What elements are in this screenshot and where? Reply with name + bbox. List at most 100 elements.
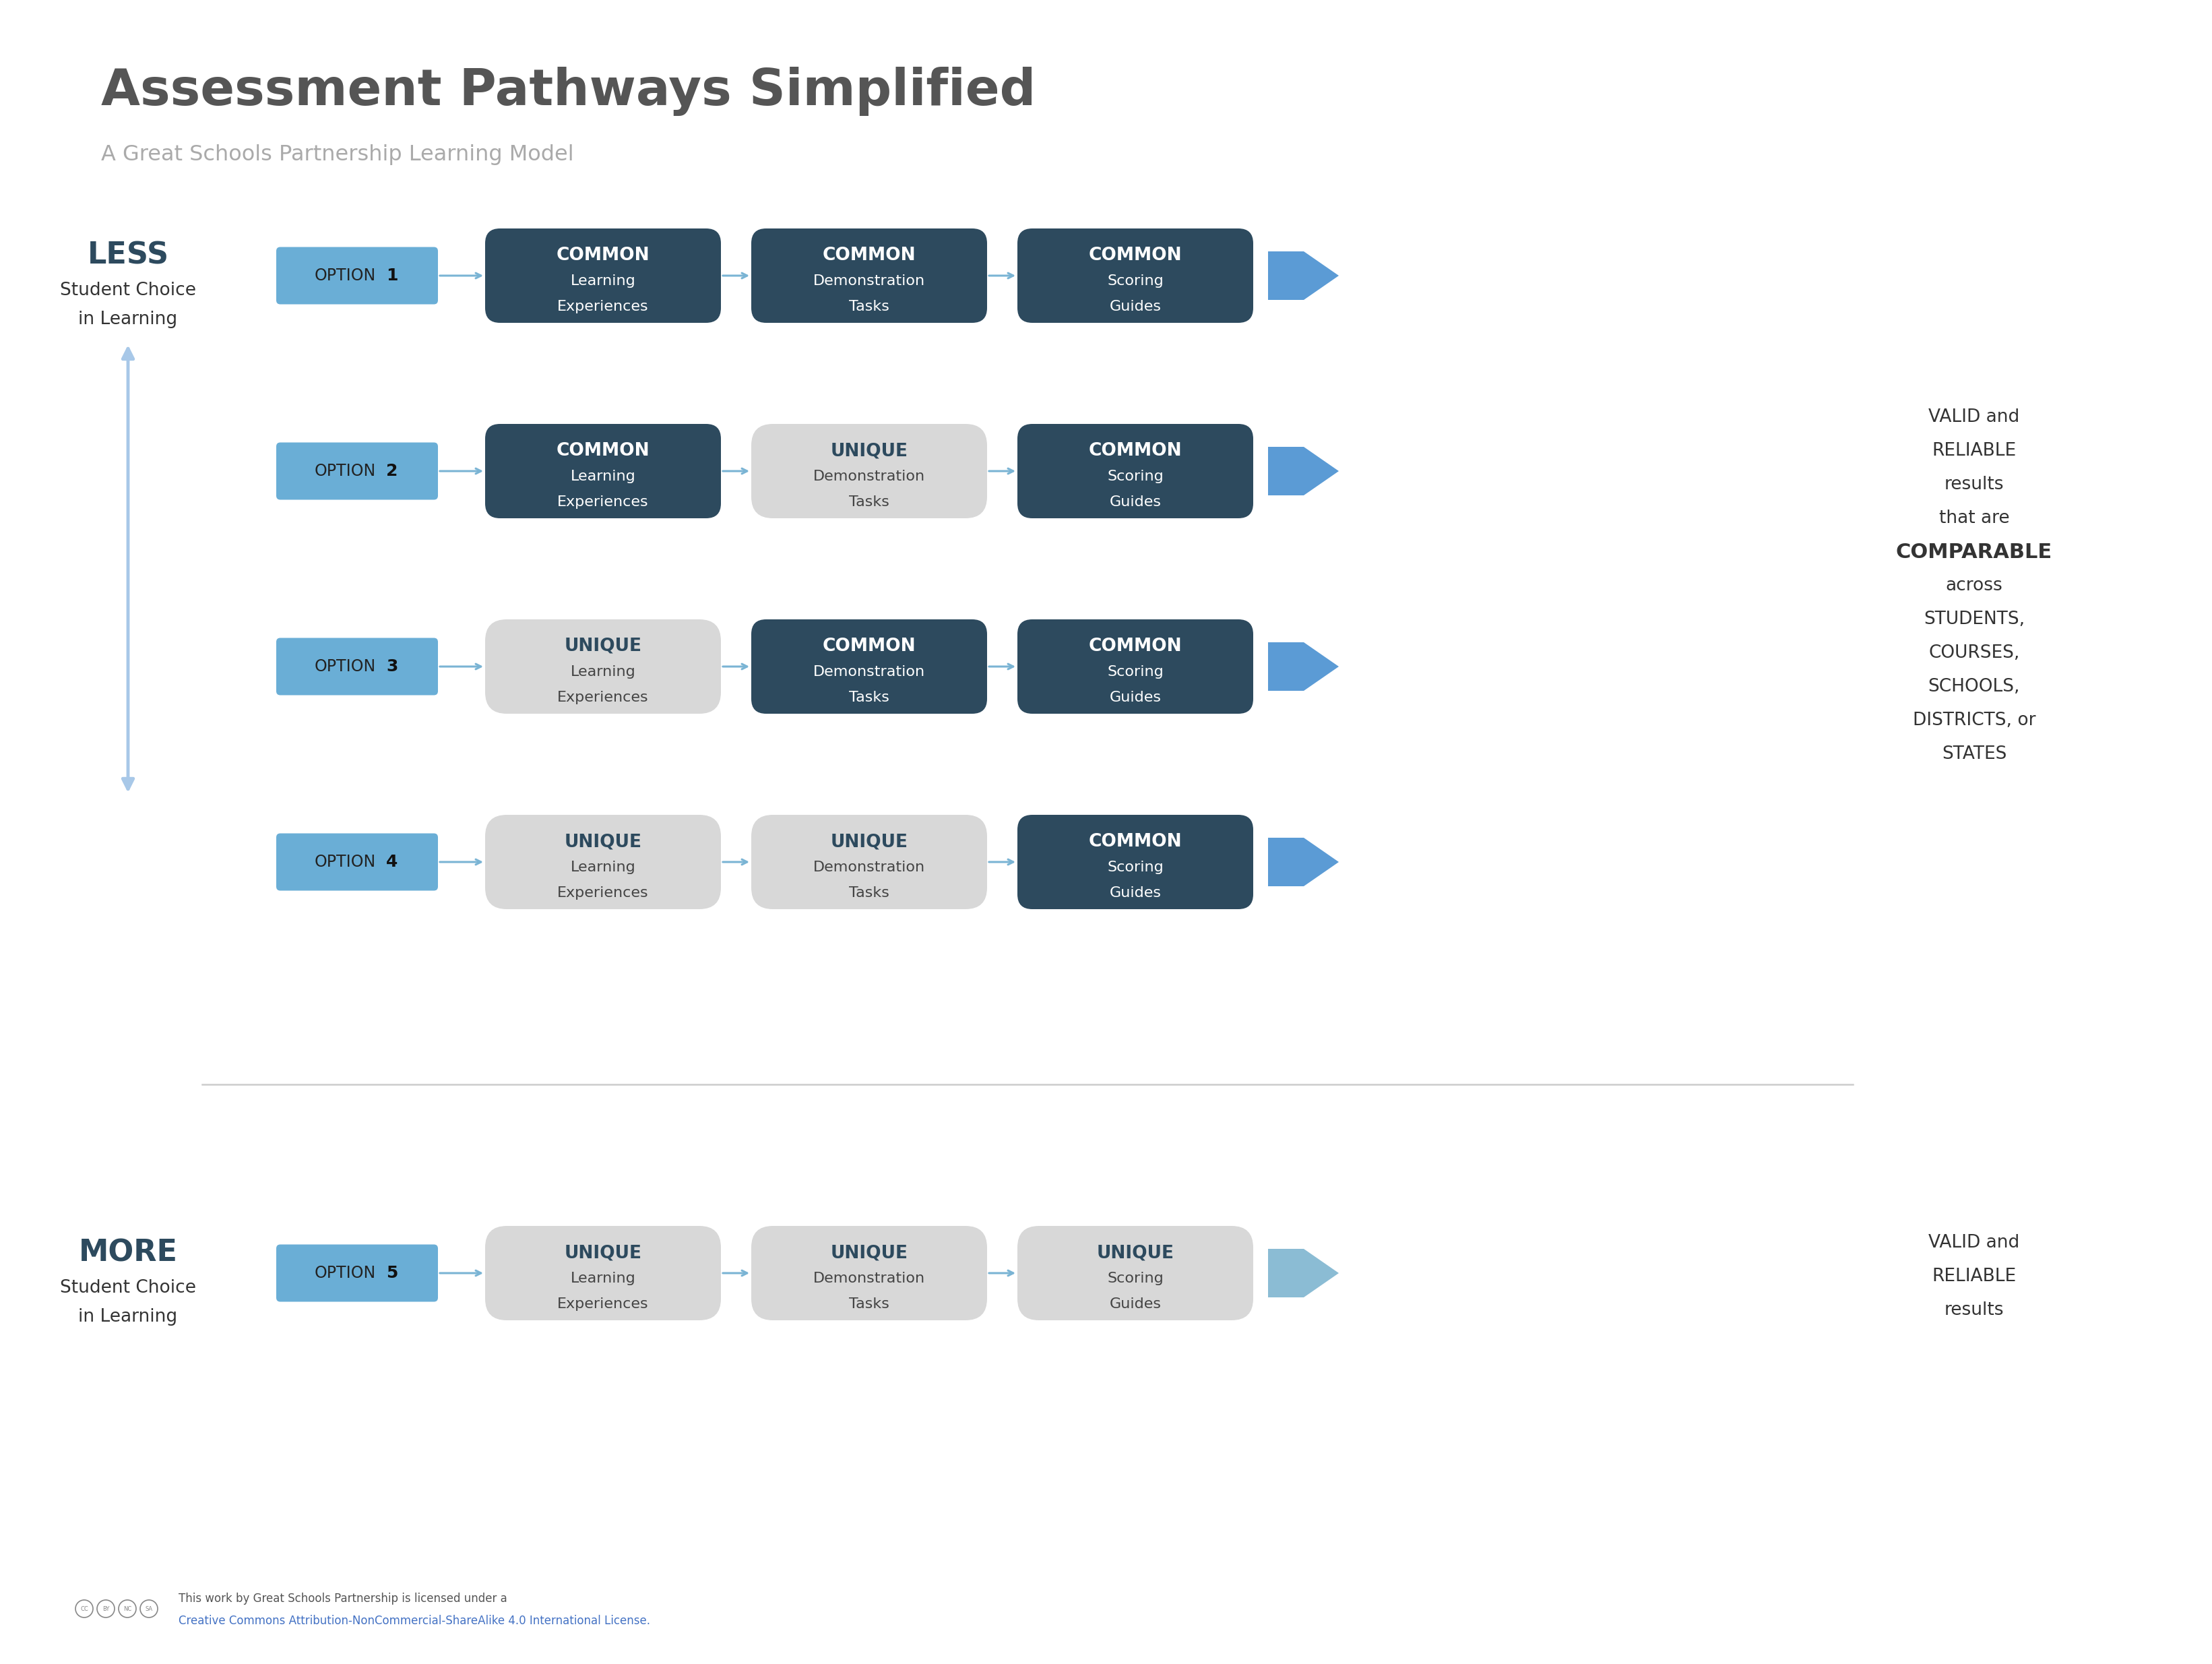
- Text: OPTION: OPTION: [314, 268, 376, 285]
- FancyBboxPatch shape: [1018, 228, 1254, 323]
- Text: Creative Commons Attribution-NonCommercial-ShareAlike 4.0 International License.: Creative Commons Attribution-NonCommerci…: [179, 1614, 650, 1627]
- Text: Student Choice: Student Choice: [60, 281, 197, 300]
- Text: that are: that are: [1940, 509, 2008, 527]
- Text: COMMON: COMMON: [557, 443, 650, 459]
- Text: RELIABLE: RELIABLE: [1931, 1268, 2017, 1285]
- Text: COMMON: COMMON: [1088, 834, 1181, 850]
- Text: COURSES,: COURSES,: [1929, 644, 2020, 662]
- Text: Tasks: Tasks: [849, 1298, 889, 1311]
- Text: COMPARABLE: COMPARABLE: [1896, 542, 2053, 562]
- Text: in Learning: in Learning: [77, 311, 177, 328]
- Text: OPTION: OPTION: [314, 854, 376, 870]
- Text: 5: 5: [387, 1265, 398, 1281]
- Text: UNIQUE: UNIQUE: [564, 834, 641, 850]
- Text: VALID and: VALID and: [1929, 1235, 2020, 1251]
- FancyBboxPatch shape: [1018, 815, 1254, 909]
- FancyBboxPatch shape: [484, 424, 721, 518]
- Text: Demonstration: Demonstration: [814, 469, 925, 483]
- Text: Tasks: Tasks: [849, 691, 889, 704]
- Text: BY: BY: [102, 1606, 108, 1612]
- FancyBboxPatch shape: [276, 637, 438, 696]
- Text: MORE: MORE: [77, 1238, 177, 1268]
- Text: Scoring: Scoring: [1106, 469, 1164, 483]
- Text: A Great Schools Partnership Learning Model: A Great Schools Partnership Learning Mod…: [102, 145, 573, 165]
- Text: in Learning: in Learning: [77, 1308, 177, 1326]
- Text: Learning: Learning: [571, 860, 635, 874]
- FancyBboxPatch shape: [752, 424, 987, 518]
- Text: OPTION: OPTION: [314, 1265, 376, 1281]
- Text: UNIQUE: UNIQUE: [564, 637, 641, 656]
- FancyBboxPatch shape: [752, 228, 987, 323]
- FancyBboxPatch shape: [752, 815, 987, 909]
- Text: Experiences: Experiences: [557, 691, 648, 704]
- Text: CC: CC: [80, 1606, 88, 1612]
- FancyBboxPatch shape: [484, 815, 721, 909]
- FancyBboxPatch shape: [484, 619, 721, 714]
- Text: 1: 1: [387, 268, 398, 285]
- Text: Guides: Guides: [1110, 887, 1161, 900]
- Text: results: results: [1944, 1301, 2004, 1320]
- Text: COMMON: COMMON: [1088, 246, 1181, 265]
- Text: Student Choice: Student Choice: [60, 1280, 197, 1296]
- Text: 4: 4: [387, 854, 398, 870]
- Text: Assessment Pathways Simplified: Assessment Pathways Simplified: [102, 67, 1035, 116]
- Text: Guides: Guides: [1110, 496, 1161, 509]
- Text: RELIABLE: RELIABLE: [1931, 443, 2017, 459]
- Polygon shape: [1267, 448, 1338, 496]
- Text: OPTION: OPTION: [314, 659, 376, 674]
- FancyBboxPatch shape: [276, 834, 438, 890]
- Text: SCHOOLS,: SCHOOLS,: [1929, 677, 2020, 696]
- Polygon shape: [1267, 251, 1338, 300]
- Text: OPTION: OPTION: [314, 463, 376, 479]
- Text: Scoring: Scoring: [1106, 666, 1164, 679]
- Text: Tasks: Tasks: [849, 496, 889, 509]
- Text: Guides: Guides: [1110, 1298, 1161, 1311]
- FancyBboxPatch shape: [276, 443, 438, 499]
- FancyBboxPatch shape: [484, 1226, 721, 1320]
- Text: COMMON: COMMON: [557, 246, 650, 265]
- FancyBboxPatch shape: [484, 228, 721, 323]
- Text: UNIQUE: UNIQUE: [830, 443, 907, 459]
- Text: COMMON: COMMON: [823, 246, 916, 265]
- Text: Experiences: Experiences: [557, 887, 648, 900]
- Polygon shape: [1267, 642, 1338, 691]
- FancyBboxPatch shape: [1018, 424, 1254, 518]
- Text: Demonstration: Demonstration: [814, 1271, 925, 1285]
- FancyBboxPatch shape: [752, 1226, 987, 1320]
- Text: Scoring: Scoring: [1106, 860, 1164, 874]
- Text: Demonstration: Demonstration: [814, 275, 925, 288]
- Text: STUDENTS,: STUDENTS,: [1924, 611, 2024, 627]
- Text: results: results: [1944, 476, 2004, 493]
- Text: Learning: Learning: [571, 469, 635, 483]
- Text: STATES: STATES: [1942, 745, 2006, 762]
- FancyBboxPatch shape: [1018, 1226, 1254, 1320]
- Text: UNIQUE: UNIQUE: [830, 1245, 907, 1261]
- Text: Experiences: Experiences: [557, 300, 648, 313]
- FancyBboxPatch shape: [752, 619, 987, 714]
- Text: Guides: Guides: [1110, 300, 1161, 313]
- Text: UNIQUE: UNIQUE: [1097, 1245, 1175, 1261]
- Text: LESS: LESS: [86, 241, 168, 270]
- Text: Tasks: Tasks: [849, 887, 889, 900]
- Text: Learning: Learning: [571, 275, 635, 288]
- Text: COMMON: COMMON: [823, 637, 916, 656]
- Text: across: across: [1947, 577, 2002, 594]
- Text: DISTRICTS, or: DISTRICTS, or: [1913, 712, 2035, 729]
- Text: Learning: Learning: [571, 1271, 635, 1285]
- Text: NC: NC: [124, 1606, 131, 1612]
- Text: UNIQUE: UNIQUE: [564, 1245, 641, 1261]
- Text: Experiences: Experiences: [557, 496, 648, 509]
- Text: Scoring: Scoring: [1106, 275, 1164, 288]
- Text: COMMON: COMMON: [1088, 637, 1181, 656]
- Text: Guides: Guides: [1110, 691, 1161, 704]
- Text: SA: SA: [146, 1606, 153, 1612]
- Text: Demonstration: Demonstration: [814, 666, 925, 679]
- Text: 2: 2: [387, 463, 398, 479]
- Text: UNIQUE: UNIQUE: [830, 834, 907, 850]
- Text: Tasks: Tasks: [849, 300, 889, 313]
- Text: Demonstration: Demonstration: [814, 860, 925, 874]
- Text: Scoring: Scoring: [1106, 1271, 1164, 1285]
- Text: 3: 3: [387, 659, 398, 674]
- Text: Experiences: Experiences: [557, 1298, 648, 1311]
- Text: VALID and: VALID and: [1929, 408, 2020, 426]
